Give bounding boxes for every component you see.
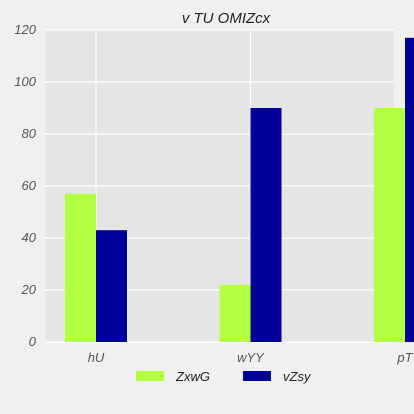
x-tick-label: pT — [396, 350, 413, 365]
bar-ZxwG-hU — [65, 193, 96, 342]
y-axis-ticks: 0 20 40 60 80 100 120 — [14, 22, 36, 349]
bar-ZxwG-wYY — [219, 284, 251, 342]
legend-label-ZxwG: ZxwG — [175, 369, 210, 384]
y-tick-label: 120 — [14, 22, 36, 37]
y-tick-label: 20 — [21, 282, 37, 297]
bar-ZxwG-pT — [374, 108, 405, 342]
y-tick-label: 40 — [22, 230, 37, 245]
bar-vZsy-hU — [96, 230, 127, 342]
legend: ZxwG vZsy — [136, 369, 312, 384]
y-tick-label: 80 — [22, 126, 37, 141]
y-tick-label: 100 — [14, 74, 36, 89]
x-tick-label: hU — [88, 350, 105, 365]
y-tick-label: 60 — [22, 178, 37, 193]
bars — [65, 37, 414, 343]
bar-vZsy-wYY — [250, 108, 282, 342]
bar-vZsy-pT — [405, 37, 414, 343]
x-tick-label: wYY — [237, 350, 265, 365]
y-tick-label: 0 — [29, 334, 37, 349]
legend-swatch-vZsy — [243, 371, 271, 381]
legend-swatch-ZxwG — [136, 371, 164, 381]
x-axis-ticks: hU wYY pT — [88, 350, 414, 365]
chart-title: v TU OMIZcx — [182, 10, 271, 27]
legend-label-vZsy: vZsy — [283, 369, 312, 384]
